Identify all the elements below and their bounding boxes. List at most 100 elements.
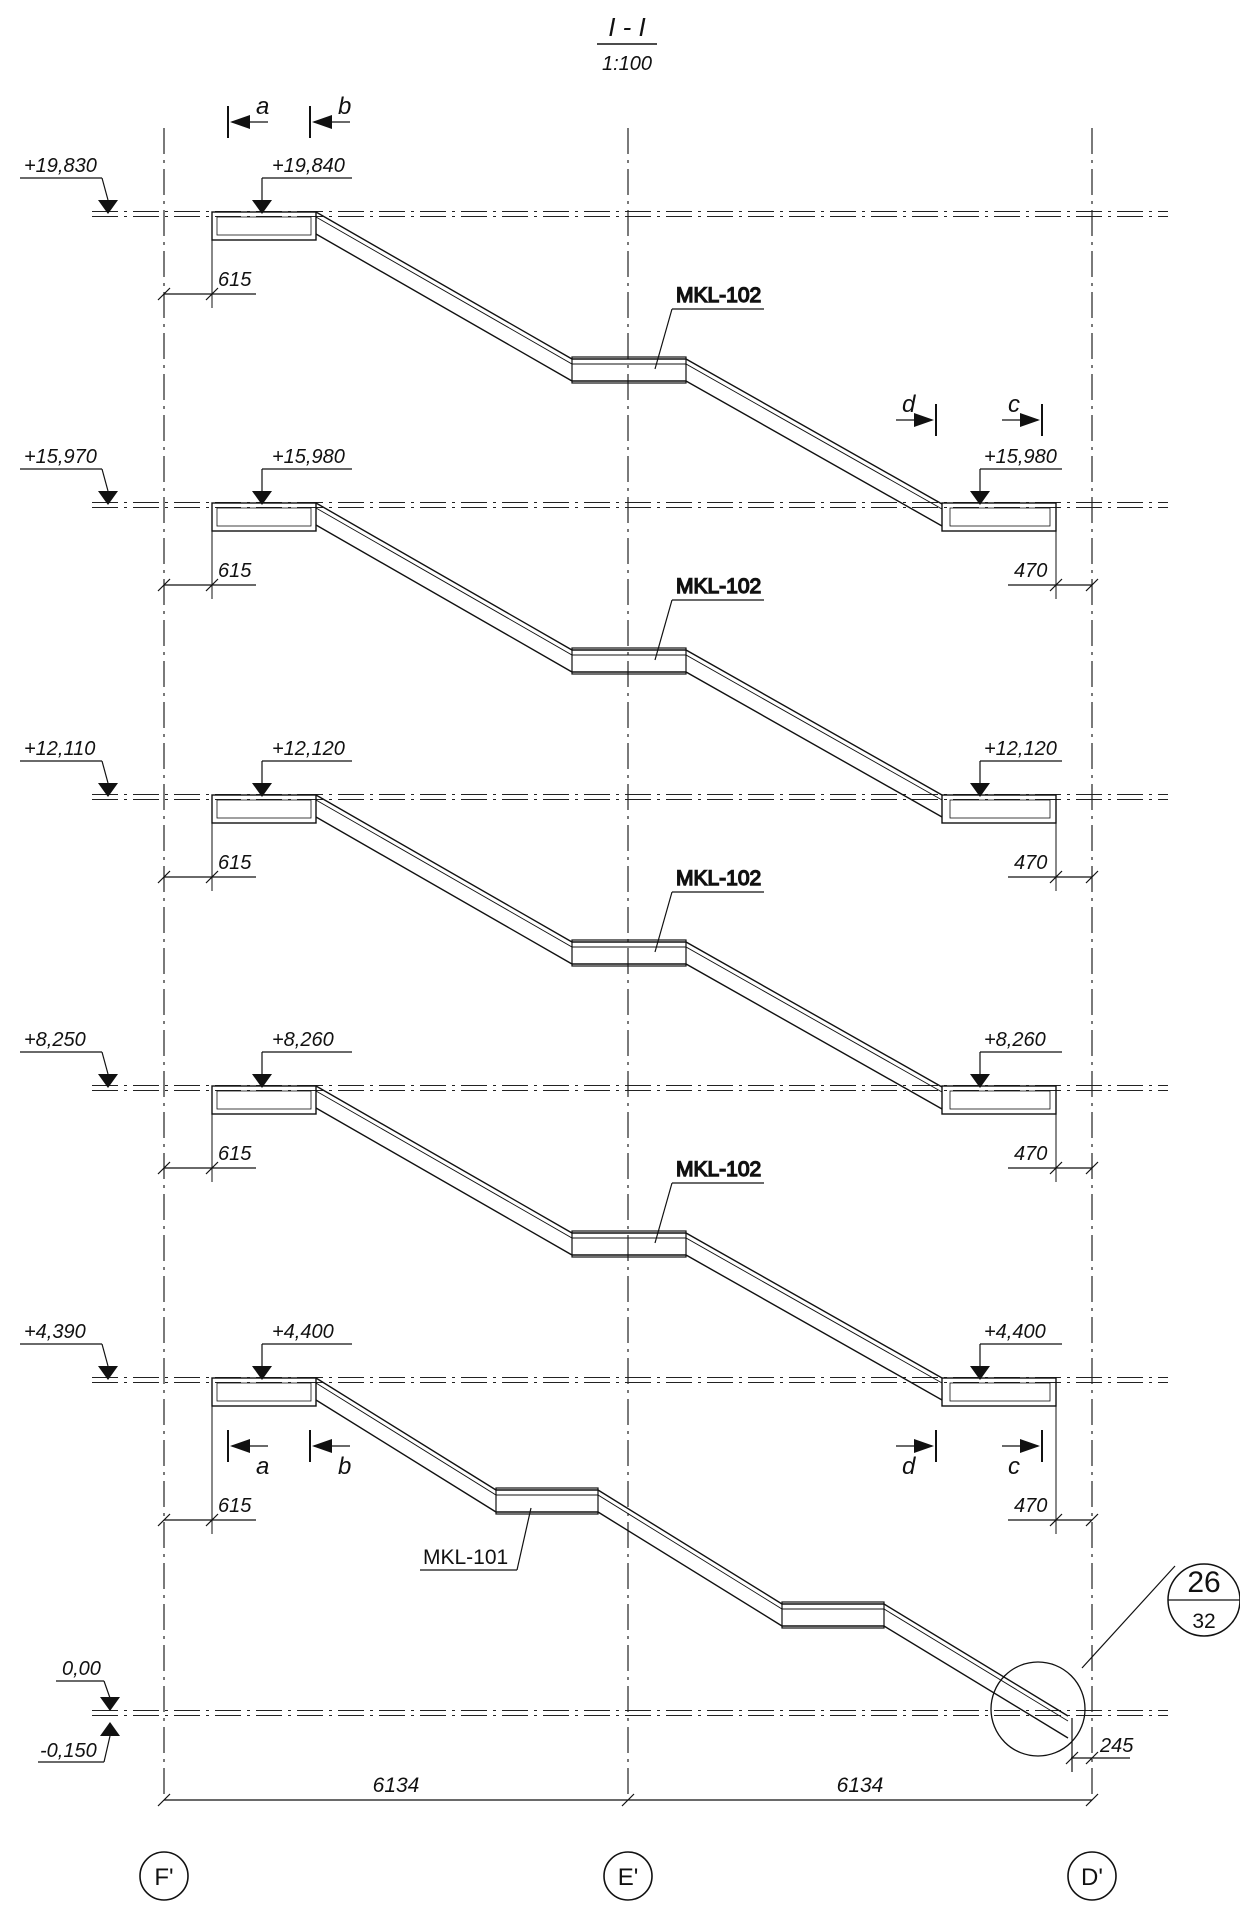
landing-left-1 xyxy=(211,502,317,532)
level-block-l4: +4,390 +4,400 +4,400 615 470 xyxy=(20,1321,1099,1534)
cut-label: d xyxy=(902,391,916,418)
axis-bubble-d: D' xyxy=(1067,1851,1117,1901)
cut-top-d: d xyxy=(896,391,937,436)
axis-bubbles: F' E' D' xyxy=(139,1851,1117,1901)
flight-0 xyxy=(315,211,943,527)
level-block-l2: +12,110 +12,120 +12,120 615 470 xyxy=(20,738,1099,891)
level-inner-mark: +19,840 xyxy=(272,155,345,177)
stair-structure: MKL-102 MKL-102 MKL-102 MKL-102 xyxy=(211,211,1069,1739)
level-arrow xyxy=(970,1074,990,1088)
cut-label: b xyxy=(338,1453,351,1480)
level-arrow xyxy=(98,783,118,797)
landing-right-1 xyxy=(941,502,1057,532)
ground-bottom-arrow xyxy=(100,1722,120,1736)
section-title: I - I xyxy=(608,12,646,42)
member-label-mkl-102: MKL-102 xyxy=(676,1158,761,1181)
level-arrow xyxy=(252,783,272,797)
level-arrow xyxy=(970,1366,990,1380)
level-block-l0: +19,830 +19,840 615 xyxy=(20,155,352,308)
dim-left-615: 615 xyxy=(218,560,252,582)
level-outer-mark: +15,970 xyxy=(24,446,97,468)
level-arrow xyxy=(98,491,118,505)
ground-marks: 0,00 -0,150 xyxy=(38,1658,120,1763)
cut-top-b: b xyxy=(309,93,351,138)
dim-left-615: 615 xyxy=(218,269,252,291)
cut-bottom-c: c xyxy=(1002,1430,1043,1480)
dim-right-470: 470 xyxy=(1014,1495,1047,1517)
ground-member-label: MKL-101 xyxy=(420,1507,532,1571)
landing-left-4 xyxy=(211,1377,317,1407)
cut-label: c xyxy=(1008,391,1020,418)
member-label-mkl-102: MKL-102 xyxy=(676,867,761,890)
dim-right-470: 470 xyxy=(1014,1143,1047,1165)
level-annotations: +19,830 +19,840 615 +15,970 +15,980 +15,980 61… xyxy=(20,155,1099,1534)
section-scale: 1:100 xyxy=(602,53,652,75)
level-arrow xyxy=(252,491,272,505)
detail-circle xyxy=(990,1661,1086,1757)
cut-label: b xyxy=(338,93,351,120)
level-arrow xyxy=(970,783,990,797)
landing-left-0 xyxy=(211,211,317,241)
dim-right-470: 470 xyxy=(1014,560,1047,582)
flight-3 xyxy=(315,1085,943,1401)
landing-mid-1 xyxy=(571,647,687,675)
bottom-dimensions xyxy=(157,1718,1130,1807)
level-arrow xyxy=(252,1074,272,1088)
flight-ground xyxy=(315,1377,1069,1739)
dim-footing: 245 xyxy=(1099,1735,1134,1757)
cut-top-a: a xyxy=(227,93,269,138)
ground-top-mark: 0,00 xyxy=(62,1658,101,1680)
dim-bottom-right: 6134 xyxy=(837,1774,884,1797)
cut-label: a xyxy=(256,1453,269,1480)
level-outer-mark: +8,250 xyxy=(24,1029,86,1051)
axis-label-e: E' xyxy=(618,1864,639,1891)
cut-label: c xyxy=(1008,1453,1020,1480)
level-right-mark: +8,260 xyxy=(984,1029,1046,1051)
cut-bottom-b: b xyxy=(309,1430,351,1480)
level-right-mark: +15,980 xyxy=(984,446,1057,468)
flight-2 xyxy=(315,794,943,1110)
cut-bottom-d: d xyxy=(896,1430,937,1480)
cut-top-c: c xyxy=(1002,391,1043,436)
landing-left-2 xyxy=(211,794,317,824)
level-outer-mark: +19,830 xyxy=(24,155,97,177)
level-arrow xyxy=(98,200,118,214)
landing-mid-0 xyxy=(571,356,687,384)
member-label-mkl-101: MKL-101 xyxy=(423,1546,508,1569)
level-block-l1: +15,970 +15,980 +15,980 615 470 xyxy=(20,446,1099,599)
axis-bubble-f: F' xyxy=(139,1851,189,1901)
drawing-title: I - I 1:100 xyxy=(597,12,657,75)
landing-right-4 xyxy=(941,1377,1057,1407)
landing-left-3 xyxy=(211,1085,317,1115)
dim-left-615: 615 xyxy=(218,1495,252,1517)
cut-bottom-a: a xyxy=(227,1430,269,1480)
landing-right-2 xyxy=(941,794,1057,824)
dim-left-615: 615 xyxy=(218,1143,252,1165)
ground-top-arrow xyxy=(100,1697,120,1711)
level-arrow xyxy=(252,1366,272,1380)
level-inner-mark: +15,980 xyxy=(272,446,345,468)
cut-label: a xyxy=(256,93,269,120)
level-arrow xyxy=(98,1366,118,1380)
landing-ground-mid-2 xyxy=(781,1601,885,1629)
axis-bubble-e: E' xyxy=(603,1851,653,1901)
dim-bottom-left: 6134 xyxy=(373,1774,420,1797)
axis-label-d: D' xyxy=(1081,1864,1103,1891)
landing-right-3 xyxy=(941,1085,1057,1115)
landing-mid-3 xyxy=(571,1230,687,1258)
flight-1 xyxy=(315,502,943,818)
level-arrow xyxy=(98,1074,118,1088)
level-inner-mark: +8,260 xyxy=(272,1029,334,1051)
level-outer-mark: +4,390 xyxy=(24,1321,86,1343)
level-inner-mark: +4,400 xyxy=(272,1321,334,1343)
member-label-mkl-102: MKL-102 xyxy=(676,284,761,307)
level-right-mark: +12,120 xyxy=(984,738,1057,760)
dim-left-615: 615 xyxy=(218,852,252,874)
ground-bottom-mark: -0,150 xyxy=(40,1740,97,1762)
level-block-l3: +8,250 +8,260 +8,260 615 470 xyxy=(20,1029,1099,1182)
level-right-mark: +4,400 xyxy=(984,1321,1046,1343)
landing-mid-2 xyxy=(571,939,687,967)
section-cut-markers: a b d c a b d c xyxy=(227,93,1043,1480)
landing-ground-mid-1 xyxy=(495,1487,599,1515)
